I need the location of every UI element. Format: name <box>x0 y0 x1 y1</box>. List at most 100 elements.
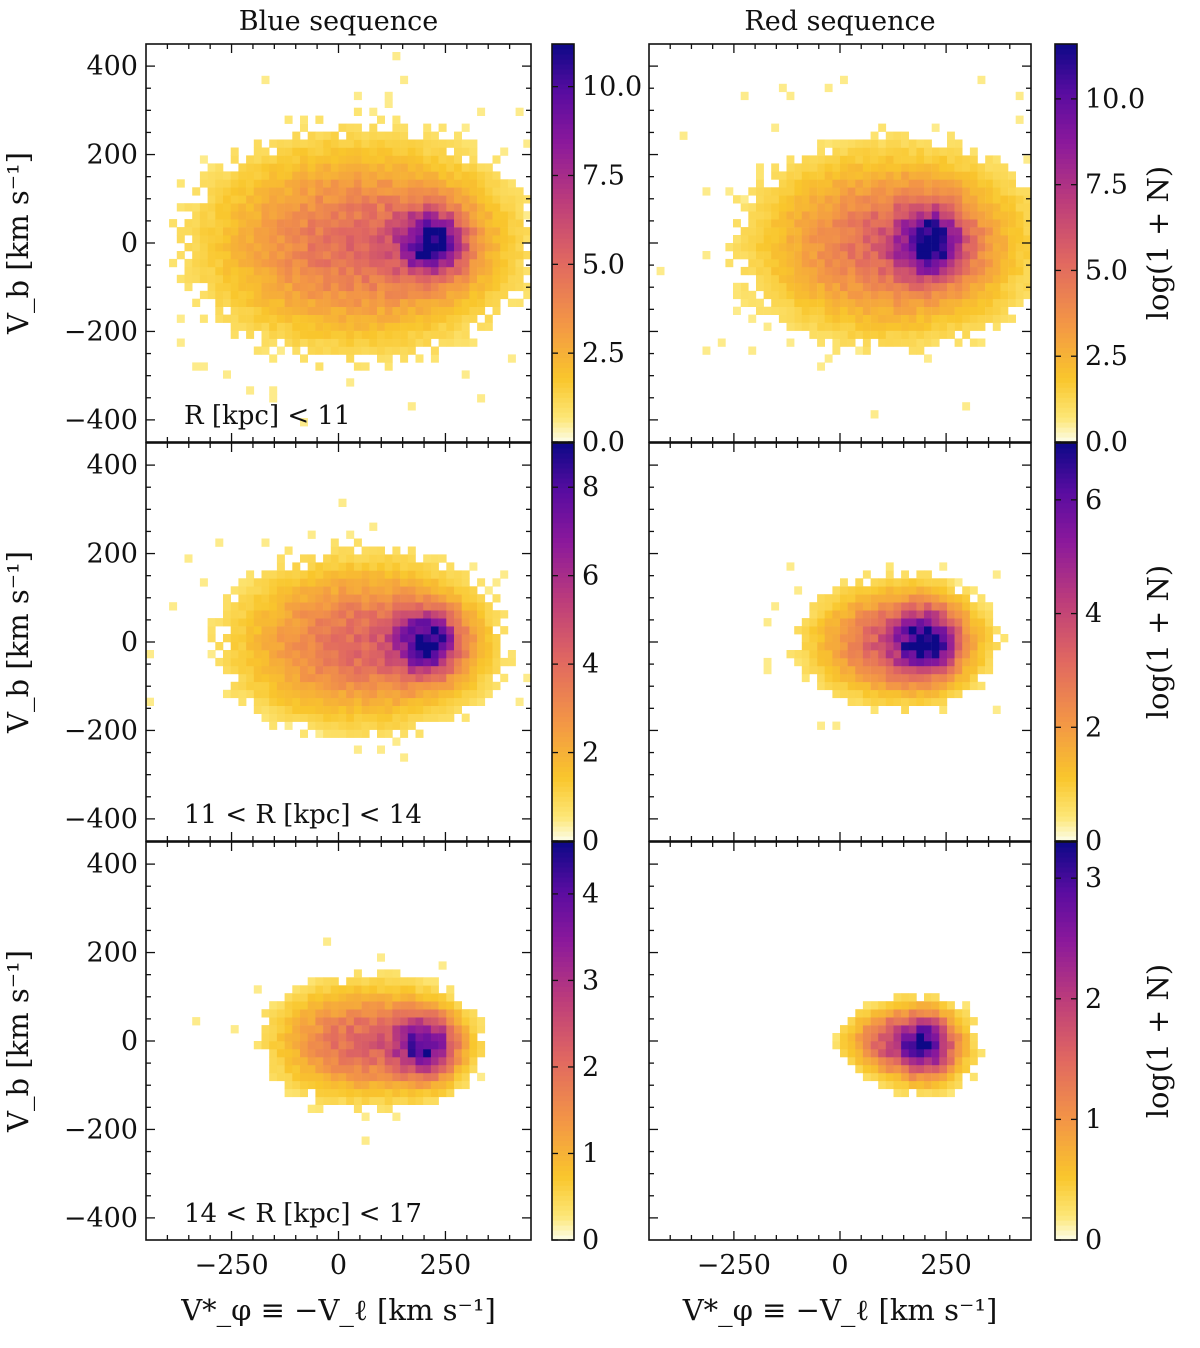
heatmap-cell <box>461 570 470 579</box>
heatmap-cell <box>901 314 909 323</box>
heatmap-cell <box>931 634 940 643</box>
heatmap-cell <box>878 665 887 675</box>
heatmap-cell <box>307 282 316 292</box>
heatmap-cell <box>284 705 293 714</box>
heatmap-cell <box>315 602 324 611</box>
colorbar-segment <box>552 671 574 678</box>
heatmap-cell <box>338 195 347 204</box>
heatmap-cell <box>962 1017 971 1026</box>
heatmap-cell <box>338 498 347 507</box>
heatmap-cell <box>1000 179 1009 188</box>
heatmap-cell <box>369 243 378 252</box>
heatmap-cell <box>454 155 462 164</box>
heatmap-cell <box>292 211 301 220</box>
heatmap-cell <box>817 306 825 315</box>
heatmap-cell <box>223 187 231 196</box>
heatmap-cell <box>246 274 255 284</box>
colorbar-segment <box>552 1105 574 1112</box>
heatmap-cell <box>878 1009 887 1018</box>
heatmap-cell <box>338 1072 347 1082</box>
heatmap-cell <box>870 1041 879 1050</box>
colorbar-segment <box>1055 671 1077 678</box>
heatmap-cell <box>300 993 308 1002</box>
heatmap-cell <box>276 634 285 643</box>
heatmap-cell <box>947 219 955 228</box>
heatmap-cell <box>199 258 208 268</box>
heatmap-cell <box>1000 203 1009 212</box>
heatmap-cell <box>384 713 393 722</box>
heatmap-cell <box>300 171 308 180</box>
heatmap-cell <box>377 1064 385 1074</box>
heatmap-cell <box>794 258 803 268</box>
heatmap-cell <box>384 243 393 252</box>
heatmap-cell <box>969 610 978 619</box>
heatmap-cell <box>384 681 393 691</box>
heatmap-cell <box>469 179 478 188</box>
colorbar-tick-label: 2 <box>582 1052 599 1083</box>
colorbar-segment <box>552 108 574 115</box>
heatmap-cell <box>454 1064 462 1074</box>
radius-annotation: 14 < R [kpc] < 17 <box>184 1199 422 1229</box>
heatmap-cell <box>176 179 185 188</box>
heatmap-cell <box>885 171 894 180</box>
heatmap-cell <box>377 969 385 978</box>
heatmap-cell <box>292 266 301 276</box>
heatmap-cell <box>392 642 401 651</box>
heatmap-cell <box>353 977 362 986</box>
heatmap-cell <box>423 594 432 603</box>
heatmap-cell <box>717 338 726 347</box>
colorbar-segment <box>552 507 574 514</box>
heatmap-cell <box>794 322 803 331</box>
heatmap-cell <box>809 314 818 323</box>
heatmap-cell <box>323 705 332 714</box>
colorbar-segment <box>1055 761 1077 767</box>
heatmap-cell <box>832 721 841 730</box>
heatmap-cell <box>369 721 378 730</box>
heatmap-cell <box>415 977 424 986</box>
heatmap-cell <box>392 721 401 730</box>
heatmap-cell <box>947 282 955 292</box>
heatmap-cell <box>353 171 362 180</box>
heatmap-cell <box>330 163 339 172</box>
heatmap-cell <box>407 713 416 722</box>
heatmap-cell <box>253 266 262 276</box>
heatmap-cell <box>832 594 841 603</box>
heatmap-cell <box>361 713 370 722</box>
heatmap-cell <box>338 171 347 180</box>
colorbar-segment <box>552 956 574 962</box>
heatmap-cell <box>230 634 239 643</box>
heatmap-cell <box>292 243 301 252</box>
heatmap-cell <box>269 195 278 204</box>
heatmap-cell <box>801 673 810 683</box>
heatmap-cell <box>916 657 925 667</box>
heatmap-cell <box>315 586 324 595</box>
heatmap-cell <box>300 985 308 994</box>
colorbar-segment <box>552 542 574 548</box>
heatmap-cell <box>878 1033 887 1042</box>
colorbar-segment <box>552 991 574 997</box>
heatmap-cell <box>215 298 224 307</box>
heatmap-cell <box>924 1025 932 1034</box>
heatmap-cell <box>908 227 917 236</box>
heatmap-cell <box>809 298 818 307</box>
heatmap-cell <box>438 139 447 148</box>
heatmap-cell <box>809 251 818 260</box>
heatmap-cell <box>377 306 385 315</box>
heatmap-cell <box>377 578 385 587</box>
heatmap-cell <box>885 1064 894 1074</box>
heatmap-cell <box>330 1056 339 1066</box>
heatmap-cell <box>284 1049 293 1058</box>
heatmap-cell <box>253 586 262 595</box>
heatmap-cell <box>323 314 332 323</box>
heatmap-cell <box>901 171 909 180</box>
colorbar-segment <box>1055 876 1077 883</box>
colorbar-segment <box>552 597 574 603</box>
heatmap-cell <box>840 171 848 180</box>
heatmap-cell <box>908 211 917 220</box>
heatmap-cell <box>276 306 285 315</box>
colorbar-segment <box>1055 1070 1077 1077</box>
colorbar-segment <box>552 1075 574 1082</box>
heatmap-cell <box>238 673 247 683</box>
heatmap-cell <box>924 147 932 156</box>
heatmap-cell <box>307 251 316 260</box>
